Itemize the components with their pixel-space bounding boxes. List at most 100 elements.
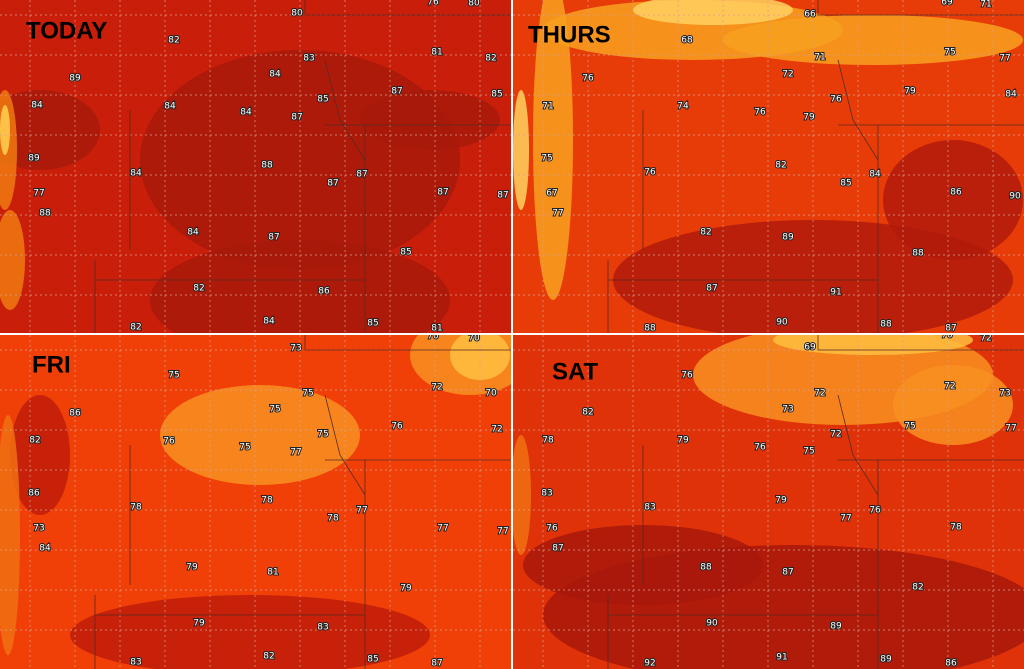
temperature-label: 84 [869, 170, 881, 180]
temperature-label: 69 [804, 343, 816, 353]
temperature-zone [70, 595, 430, 669]
temperature-label: 84 [263, 317, 275, 327]
temperature-label: 81 [431, 48, 442, 58]
temperature-label: 78 [327, 514, 339, 524]
temperature-label: 67 [546, 189, 557, 199]
temperature-label: 73 [999, 389, 1010, 399]
temperature-label: 76 [391, 422, 403, 432]
temperature-label: 78 [950, 523, 962, 533]
temperature-label: 77 [840, 514, 851, 524]
temperature-label: 87 [356, 170, 367, 180]
temperature-label: 88 [912, 249, 924, 259]
temperature-label: 70 [485, 389, 497, 399]
temperature-zone [723, 15, 1023, 65]
temperature-label: 72 [830, 430, 841, 440]
temperature-label: 82 [29, 436, 40, 446]
temperature-label: 91 [830, 288, 841, 298]
temperature-label: 84 [31, 101, 43, 111]
temperature-label: 77 [33, 189, 44, 199]
temperature-label: 89 [880, 655, 892, 665]
forecast-panel: THURS 66 69 71 68 75 77 71 72 76 79 84 71 74 76 76 79 75 7… [513, 0, 1024, 334]
temperature-label: 70 [427, 332, 439, 342]
temperature-label: 77 [437, 524, 448, 534]
temperature-label: 71 [980, 0, 991, 10]
temperature-label: 78 [261, 496, 273, 506]
temperature-label: 86 [69, 409, 81, 419]
temperature-label: 76 [830, 95, 842, 105]
temperature-label: 87 [431, 659, 442, 669]
temperature-label: 88 [39, 209, 51, 219]
temperature-label: 75 [168, 371, 179, 381]
temperature-label: 83 [303, 54, 314, 64]
temperature-label: 84 [39, 544, 51, 554]
temperature-label: 83 [317, 623, 328, 633]
temperature-label: 82 [263, 652, 274, 662]
temperature-label: 85 [367, 655, 378, 665]
temperature-label: 81 [267, 568, 278, 578]
temperature-label: 73 [782, 405, 793, 415]
day-label: TODAY [26, 17, 107, 44]
temperature-label: 86 [950, 188, 962, 198]
temperature-label: 80 [468, 0, 480, 9]
temperature-label: 82 [193, 284, 204, 294]
temperature-label: 72 [814, 389, 825, 399]
temperature-label: 84 [240, 108, 252, 118]
temperature-label: 88 [261, 161, 273, 171]
temperature-label: 78 [130, 503, 142, 513]
temperature-label: 92 [644, 659, 655, 669]
temperature-label: 90 [1009, 192, 1021, 202]
temperature-label: 83 [541, 489, 552, 499]
forecast-panel: FRI 73 70 70 75 75 72 70 86 75 76 72 82 76 75 75 77 86 78 7… [0, 332, 511, 669]
forecast-panel: TODAY 80 76 80 82 83 81 82 89 84 87 85 84 84 84 85 87 89 8… [0, 0, 511, 333]
temperature-label: 72 [944, 382, 955, 392]
temperature-label: 87 [437, 188, 448, 198]
temperature-label: 76 [427, 0, 439, 8]
temperature-zone [0, 210, 25, 310]
temperature-label: 76 [546, 524, 558, 534]
temperature-label: 71 [542, 102, 553, 112]
temperature-label: 70 [941, 331, 953, 341]
temperature-label: 88 [644, 324, 656, 334]
temperature-label: 79 [193, 619, 205, 629]
temperature-zone [0, 105, 10, 155]
temperature-label: 84 [164, 102, 176, 112]
temperature-label: 72 [491, 425, 502, 435]
temperature-label: 70 [468, 334, 480, 344]
temperature-label: 77 [999, 54, 1010, 64]
temperature-label: 88 [880, 320, 892, 330]
temperature-zone [450, 335, 510, 380]
temperature-label: 76 [644, 168, 656, 178]
temperature-label: 82 [130, 323, 141, 333]
temperature-label: 85 [400, 248, 411, 258]
temperature-label: 79 [400, 584, 412, 594]
temperature-label: 89 [782, 233, 794, 243]
temperature-label: 80 [291, 9, 303, 19]
temperature-label: 76 [582, 74, 594, 84]
temperature-label: 82 [485, 54, 496, 64]
temperature-label: 91 [776, 653, 787, 663]
temperature-label: 82 [168, 36, 179, 46]
temperature-zone [513, 435, 531, 555]
temperature-label: 76 [754, 108, 766, 118]
temperature-label: 77 [356, 506, 367, 516]
temperature-label: 77 [552, 209, 563, 219]
temperature-label: 75 [269, 405, 280, 415]
temperature-label: 74 [677, 102, 689, 112]
temperature-label: 85 [367, 319, 378, 329]
temperature-label: 87 [391, 87, 402, 97]
temperature-label: 89 [830, 622, 842, 632]
temperature-zone [10, 395, 70, 515]
temperature-zone [360, 90, 500, 150]
temperature-zone [0, 415, 20, 655]
state-border [94, 0, 511, 333]
temperature-label: 71 [814, 53, 825, 63]
day-label: SAT [552, 358, 599, 385]
temperature-label: 84 [187, 228, 199, 238]
temperature-label: 89 [69, 74, 81, 84]
temperature-label: 87 [291, 113, 302, 123]
temperature-label: 85 [317, 95, 328, 105]
temperature-label: 75 [302, 389, 313, 399]
temperature-label: 66 [804, 10, 816, 20]
temperature-label: 86 [28, 489, 40, 499]
